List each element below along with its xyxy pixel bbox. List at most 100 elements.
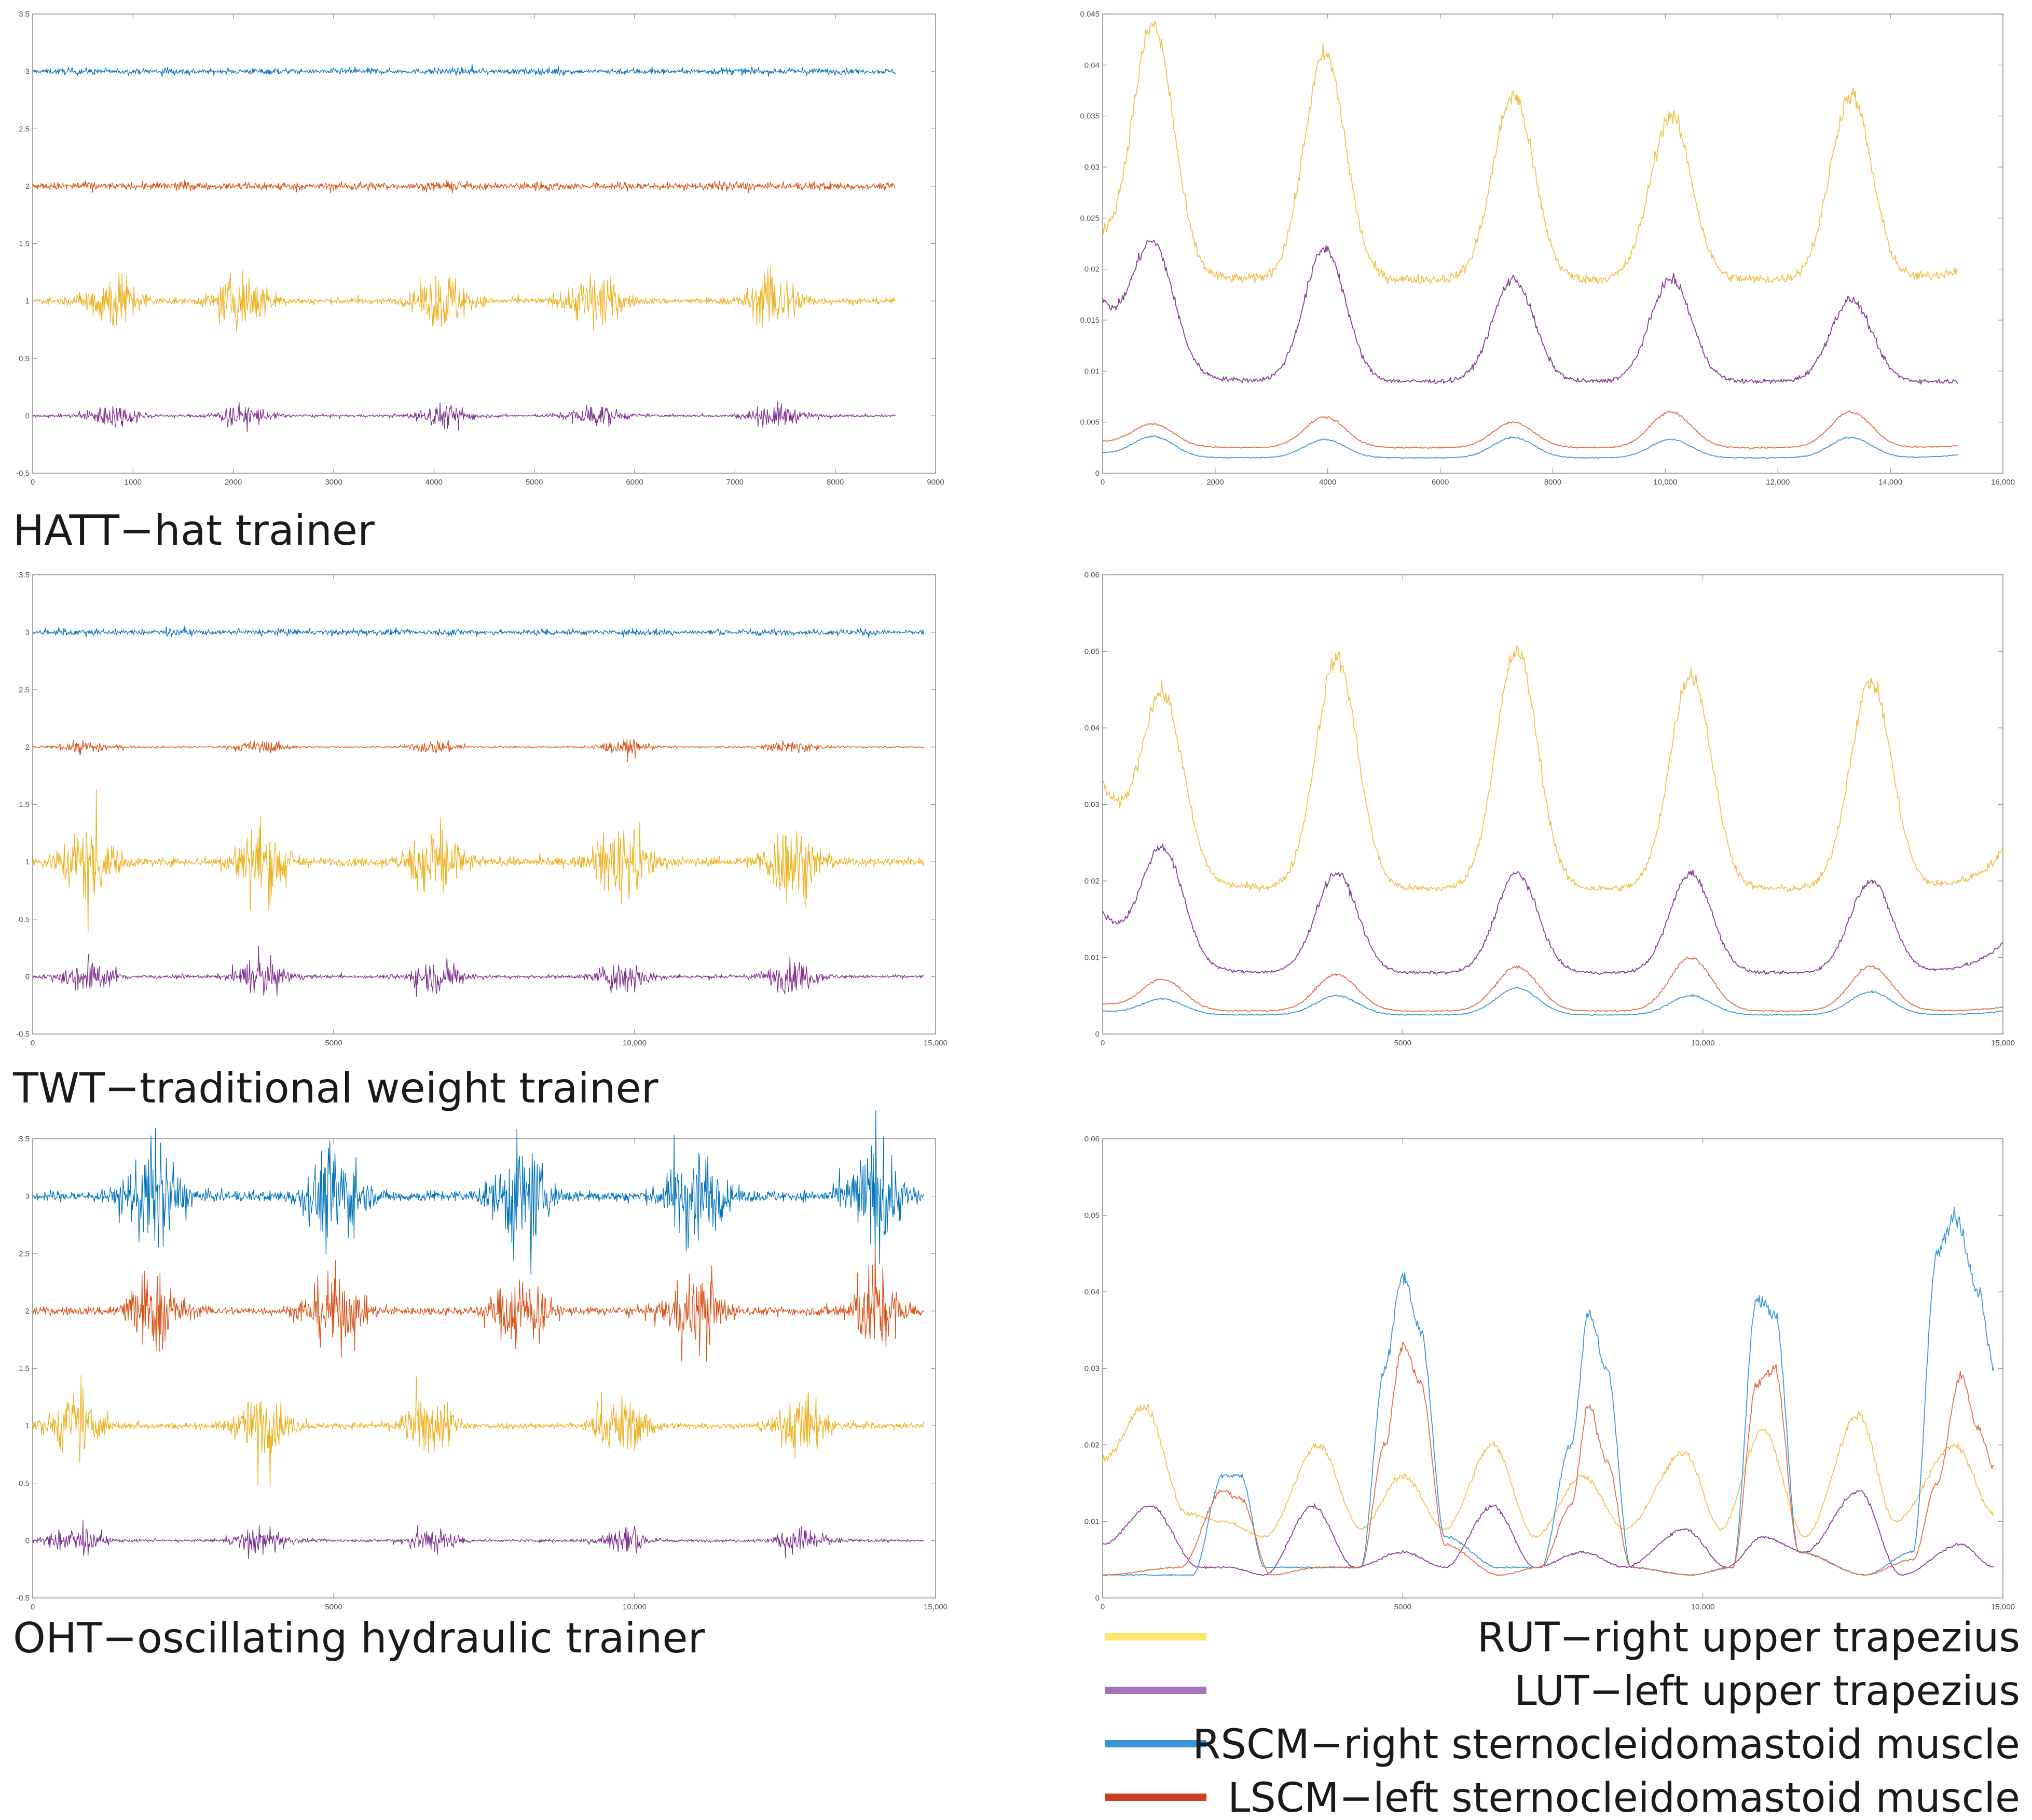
oht-envelope-series-rscm [1102,1206,1995,1576]
oht-raw-series-lut [32,1519,924,1560]
hatt-raw-series-lut [32,401,896,432]
hatt-raw-xtick-label: 8000 [827,478,844,487]
caption-oht: OHT−oscillating hydraulic trainer [13,1614,705,1662]
hatt-envelope-ytick-label: 0.045 [1080,10,1100,19]
hatt-envelope-ytick-label: 0 [1095,469,1100,478]
hatt-envelope-ytick-label: 0.035 [1080,112,1100,121]
twt-raw-ytick-label: 3.5 [19,571,30,580]
oht-raw-ytick-label: 0 [25,1536,30,1545]
twt-raw-ytick-label: -0.5 [16,1030,30,1039]
twt-envelope-series-rut [1102,645,2003,892]
legend-label-lut: LUT−left upper trapezius [1514,1668,2020,1715]
hatt-envelope-plot-frame [1102,13,2003,474]
legend: RUT−right upper trapezius LUT−left upper… [1105,1615,2020,1820]
caption-twt: TWT−traditional weight trainer [12,1064,658,1112]
hatt-raw-ytick-label: 2.5 [19,125,30,133]
hatt-envelope-xtick-label: 10,000 [1653,478,1677,487]
twt-envelope-series-lscm [1102,956,2003,1012]
twt-envelope-xtick-label: 10,000 [1691,1039,1715,1047]
twt-raw-ytick-label: 0 [25,972,30,981]
hatt-envelope-xtick-label: 16,000 [1991,478,2015,487]
oht-envelope-ytick-label: 0.03 [1084,1364,1100,1373]
legend-label-rut: RUT−right upper trapezius [1477,1615,2020,1661]
hatt-raw-series-lscm [32,180,896,194]
twt-raw-ytick-label: 1 [25,858,30,866]
oht-envelope-xtick-label: 10,000 [1691,1603,1715,1611]
twt-raw-series-rscm [32,625,924,639]
oht-raw-xtick-label: 0 [31,1603,35,1611]
twt-raw-xtick-label: 10,000 [623,1039,647,1047]
hatt-raw-ytick-label: 0.5 [19,354,30,363]
twt-envelope-xtick-label: 5000 [1394,1039,1411,1047]
hatt-envelope-ytick-label: 0.015 [1080,316,1100,325]
twt-raw-series-rut [32,789,924,934]
oht-raw-ytick-label: 1.5 [19,1364,30,1373]
hatt-raw-ytick-label: 1.5 [19,240,30,249]
twt-envelope-ytick-label: 0.01 [1084,954,1100,962]
oht-raw-xtick-label: 15,000 [924,1603,948,1611]
twt-envelope-xtick-label: 0 [1101,1039,1105,1047]
hatt-raw-xtick-label: 4000 [425,478,443,487]
hatt-envelope-axes: 0 0.005 0.01 0.015 0.02 0.025 0.03 0.035 0.04 0.0… [1080,10,2014,487]
oht-raw-ytick-label: 2.5 [19,1249,30,1258]
oht-envelope-ytick-label: 0.05 [1084,1211,1100,1220]
twt-envelope-ytick-label: 0.04 [1084,724,1100,733]
twt-raw-series-lut [32,946,924,997]
hatt-raw-axes: -0.500.511.522.533.50 1000 2000 3000 4000 500… [16,10,944,487]
twt-envelope-series-rscm [1102,986,2003,1016]
hatt-raw-series-rut [32,267,896,332]
hatt-envelope-xtick-label: 8000 [1544,478,1561,487]
hatt-envelope-xtick-label: 14,000 [1878,478,1902,487]
hatt-raw-ytick-label: 3 [25,67,30,76]
twt-raw-axes: -0.500.511.522.533.50 5000 10,000 15,000 [16,571,948,1047]
oht-raw-plot-frame [32,1138,936,1598]
hatt-raw-plot-frame [32,13,936,474]
hatt-envelope-ytick-label: 0.03 [1084,163,1100,172]
oht-envelope-xtick-label: 0 [1101,1603,1105,1611]
oht-envelope-xtick-label: 5000 [1394,1603,1411,1611]
twt-raw-ytick-label: 1.5 [19,801,30,809]
oht-envelope-axes: 0 0.01 0.02 0.03 0.04 0.05 0.06 0 5000 10,000 15,0… [1084,1135,2015,1611]
hatt-envelope-ytick-label: 0.005 [1080,418,1100,427]
hatt-raw-xtick-label: 0 [31,478,35,487]
hatt-envelope-series-rut [1102,21,1958,284]
twt-envelope-ytick-label: 0.03 [1084,801,1100,809]
hatt-raw-ytick-label: 2 [25,182,30,191]
twt-envelope-ytick-label: 0.02 [1084,877,1100,886]
panels-layer: -0.500.511.522.533.50 1000 2000 3000 4000 500… [16,10,2015,1611]
hatt-envelope-xtick-label: 6000 [1432,478,1449,487]
hatt-envelope-xtick-label: 2000 [1206,478,1224,487]
twt-raw-ytick-label: 2 [25,743,30,752]
twt-raw-ytick-label: 2.5 [19,685,30,694]
legend-label-rscm: RSCM−right sternocleidomastoid muscle [1192,1721,2020,1768]
twt-raw-xtick-label: 0 [31,1039,35,1047]
hatt-envelope-xtick-label: 12,000 [1766,478,1790,487]
oht-envelope-series-rut [1102,1403,1995,1538]
hatt-raw-xtick-label: 1000 [125,478,142,487]
hatt-raw-xtick-label: 2000 [225,478,242,487]
twt-envelope-xtick-label: 15,000 [1991,1039,2015,1047]
twt-envelope-axes: 0 0.01 0.02 0.03 0.04 0.05 0.06 0 5000 10,000 15,0… [1084,571,2015,1047]
hatt-raw-xtick-label: 6000 [626,478,643,487]
hatt-raw-ytick-label: 1 [25,297,30,306]
oht-envelope-series-lut [1102,1490,1994,1576]
oht-raw-series-rut [32,1375,924,1488]
hatt-raw-series-rscm [32,64,896,77]
oht-envelope-ytick-label: 0.01 [1084,1518,1100,1526]
caption-hatt: HATT−hat trainer [13,506,375,555]
oht-raw-ytick-label: -0.5 [16,1594,30,1603]
oht-raw-series-rscm [32,1110,924,1275]
hatt-raw-xtick-label: 5000 [526,478,543,487]
hatt-envelope-series-lut [1102,240,1958,385]
twt-raw-xtick-label: 15,000 [924,1039,948,1047]
oht-envelope-ytick-label: 0.02 [1084,1441,1100,1450]
hatt-raw-xtick-label: 3000 [325,478,342,487]
twt-raw-xtick-label: 5000 [325,1039,342,1047]
oht-envelope-ytick-label: 0 [1095,1594,1100,1603]
oht-raw-ytick-label: 3.5 [19,1135,30,1143]
oht-raw-ytick-label: 0.5 [19,1479,30,1488]
hatt-envelope-ytick-label: 0.04 [1084,61,1100,70]
hatt-raw-ytick-label: 3.5 [19,10,30,19]
twt-envelope-plot-frame [1102,574,2003,1035]
